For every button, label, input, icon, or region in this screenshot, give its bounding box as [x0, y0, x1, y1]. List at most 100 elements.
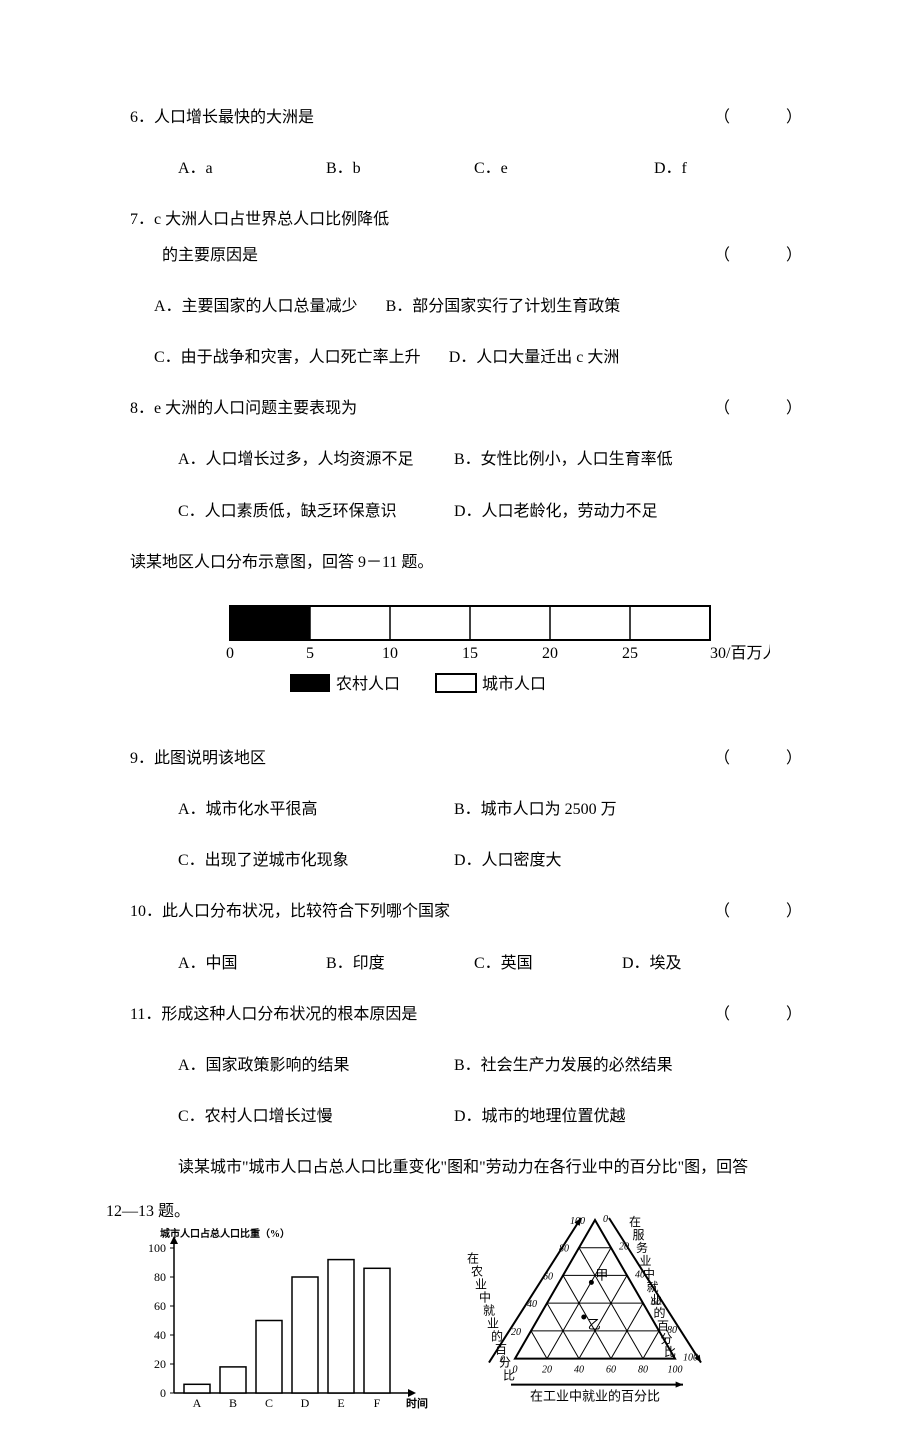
- svg-text:C: C: [265, 1396, 273, 1410]
- q10-opt-b: B．印度: [326, 946, 470, 981]
- svg-text:百: 百: [657, 1319, 669, 1333]
- q6-opt-c: C．e: [474, 151, 650, 186]
- svg-text:100: 100: [148, 1241, 166, 1255]
- svg-text:务: 务: [636, 1240, 648, 1255]
- svg-text:60: 60: [606, 1364, 616, 1375]
- q10-text: 10．此人口分布状况，比较符合下列哪个国家: [130, 903, 450, 920]
- q7-opt-d: D．人口大量迁出 c 大洲: [449, 340, 620, 375]
- svg-text:15: 15: [462, 645, 478, 662]
- svg-text:0: 0: [160, 1386, 166, 1400]
- figure-urban-share-bar: 12—13 题。 城市人口占总人口比重（%）020406080100ABCDEF…: [130, 1202, 430, 1413]
- svg-text:的: 的: [654, 1305, 666, 1320]
- q11-paren: （ ）: [714, 997, 810, 1032]
- svg-text:F: F: [374, 1396, 381, 1410]
- svg-text:20: 20: [542, 645, 558, 662]
- svg-text:10: 10: [382, 645, 398, 662]
- q8-text: 8．e 大洲的人口问题主要表现为: [130, 400, 357, 417]
- q10-opt-d: D．埃及: [622, 946, 682, 981]
- intro-12-13-line1: 读某城市"城市人口占总人口比重变化"图和"劳动力在各行业中的百分比"图，回答: [130, 1150, 810, 1185]
- q8-opt-d: D．人口老龄化，劳动力不足: [454, 494, 658, 529]
- q7-text1: 7．c 大洲人口占世界总人口比例降低: [130, 211, 389, 228]
- svg-text:在工业中就业的百分比: 在工业中就业的百分比: [530, 1388, 660, 1403]
- svg-text:100: 100: [668, 1364, 683, 1375]
- q9-row1: A．城市化水平很高 B．城市人口为 2500 万: [130, 792, 810, 827]
- question-9: 9．此图说明该地区 （ ）: [130, 741, 810, 776]
- svg-text:城市人口: 城市人口: [482, 675, 546, 693]
- q7-row2: C．由于战争和灾害，人口死亡率上升 D．人口大量迁出 c 大洲: [130, 340, 810, 375]
- svg-text:百: 百: [495, 1342, 507, 1356]
- svg-text:20: 20: [154, 1357, 166, 1371]
- q7-paren: （ ）: [714, 238, 810, 273]
- question-6: 6．人口增长最快的大洲是 （ ）: [130, 100, 810, 135]
- question-11: 11．形成这种人口分布状况的根本原因是 （ ）: [130, 997, 810, 1032]
- figures-12-13: 12—13 题。 城市人口占总人口比重（%）020406080100ABCDEF…: [130, 1202, 810, 1413]
- svg-text:比: 比: [664, 1345, 676, 1359]
- svg-text:分: 分: [661, 1332, 673, 1346]
- q9-opt-b: B．城市人口为 2500 万: [454, 792, 617, 827]
- q10-opt-a: A．中国: [178, 946, 322, 981]
- question-10: 10．此人口分布状况，比较符合下列哪个国家 （ ）: [130, 894, 810, 929]
- q7-opt-c: C．由于战争和灾害，人口死亡率上升: [154, 340, 421, 375]
- q10-opt-c: C．英国: [474, 946, 618, 981]
- q8-opt-b: B．女性比例小，人口生育率低: [454, 442, 673, 477]
- svg-text:0: 0: [603, 1214, 608, 1225]
- q9-opt-d: D．人口密度大: [454, 843, 562, 878]
- q11-opt-d: D．城市的地理位置优越: [454, 1099, 626, 1134]
- svg-text:在: 在: [629, 1215, 641, 1229]
- svg-text:农村人口: 农村人口: [336, 675, 400, 693]
- q6-opt-d: D．f: [654, 151, 687, 186]
- q11-row1: A．国家政策影响的结果 B．社会生产力发展的必然结果: [130, 1048, 810, 1083]
- svg-text:E: E: [337, 1396, 344, 1410]
- svg-text:业: 业: [650, 1293, 662, 1307]
- svg-text:分: 分: [499, 1355, 511, 1369]
- q11-text: 11．形成这种人口分布状况的根本原因是: [130, 1006, 417, 1023]
- q8-opt-a: A．人口增长过多，人均资源不足: [178, 442, 450, 477]
- intro-12-13-line2: 12—13 题。: [106, 1202, 430, 1221]
- svg-text:时间: 时间: [406, 1396, 428, 1410]
- svg-text:D: D: [301, 1396, 310, 1410]
- figure-ternary: 000202020404040606060808080100100100在农业中…: [450, 1202, 740, 1412]
- svg-text:比: 比: [503, 1368, 515, 1382]
- q9-opt-c: C．出现了逆城市化现象: [178, 843, 450, 878]
- q6-text: 6．人口增长最快的大洲是: [130, 109, 314, 126]
- q11-opt-b: B．社会生产力发展的必然结果: [454, 1048, 673, 1083]
- q7-row1: A．主要国家的人口总量减少 B．部分国家实行了计划生育政策: [130, 289, 810, 324]
- q9-row2: C．出现了逆城市化现象 D．人口密度大: [130, 843, 810, 878]
- svg-text:业: 业: [475, 1277, 487, 1291]
- q10-paren: （ ）: [714, 894, 810, 929]
- svg-text:甲: 甲: [595, 1267, 608, 1282]
- svg-text:服: 服: [633, 1228, 645, 1242]
- q8-row2: C．人口素质低，缺乏环保意识 D．人口老龄化，劳动力不足: [130, 494, 810, 529]
- svg-text:25: 25: [622, 645, 638, 662]
- question-8: 8．e 大洲的人口问题主要表现为 （ ）: [130, 391, 810, 426]
- q10-options: A．中国 B．印度 C．英国 D．埃及: [130, 946, 810, 981]
- svg-text:80: 80: [154, 1270, 166, 1284]
- svg-text:A: A: [193, 1396, 202, 1410]
- q6-paren: （ ）: [714, 100, 810, 135]
- svg-text:在: 在: [467, 1251, 479, 1265]
- intro-9-11: 读某地区人口分布示意图，回答 9－11 题。: [130, 545, 810, 580]
- svg-text:0: 0: [226, 645, 234, 662]
- svg-text:40: 40: [574, 1364, 584, 1375]
- q6-opt-b: B．b: [326, 151, 470, 186]
- q11-opt-c: C．农村人口增长过慢: [178, 1099, 450, 1134]
- question-7-line1: 7．c 大洲人口占世界总人口比例降低: [130, 202, 810, 237]
- svg-text:20: 20: [511, 1326, 521, 1337]
- svg-text:中: 中: [643, 1266, 655, 1281]
- svg-text:业: 业: [640, 1254, 652, 1268]
- svg-text:60: 60: [154, 1299, 166, 1313]
- q8-paren: （ ）: [714, 391, 810, 426]
- svg-text:30/百万人: 30/百万人: [710, 644, 770, 662]
- svg-text:业: 业: [487, 1316, 499, 1330]
- question-7-line2: 的主要原因是 （ ）: [130, 238, 810, 273]
- svg-text:农: 农: [471, 1264, 483, 1278]
- q11-opt-a: A．国家政策影响的结果: [178, 1048, 450, 1083]
- svg-text:80: 80: [638, 1364, 648, 1375]
- svg-text:40: 40: [154, 1328, 166, 1342]
- q9-paren: （ ）: [714, 741, 810, 776]
- q6-opt-a: A．a: [178, 151, 322, 186]
- q11-row2: C．农村人口增长过慢 D．城市的地理位置优越: [130, 1099, 810, 1134]
- figure-population-bar: 051015202530/百万人农村人口城市人口: [130, 596, 810, 711]
- q6-options: A．a B．b C．e D．f: [130, 151, 810, 186]
- svg-text:就: 就: [483, 1303, 495, 1317]
